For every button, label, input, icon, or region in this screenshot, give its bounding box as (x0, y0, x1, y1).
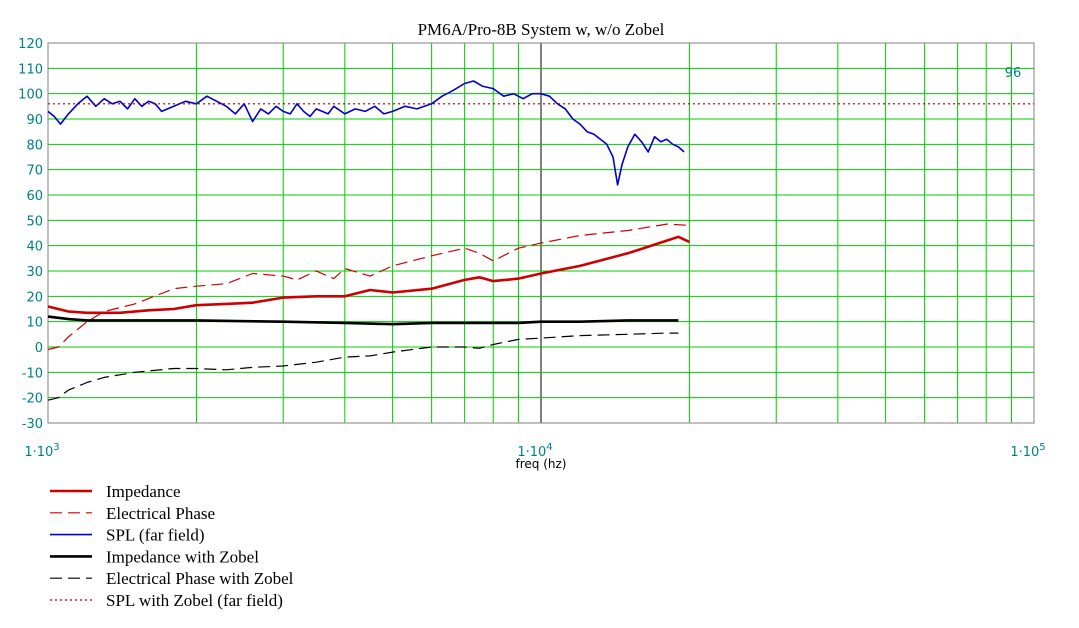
y-tick-label: 0 (35, 341, 43, 356)
x-tick-base: 1·10 (1010, 445, 1039, 460)
legend-label: SPL (far field) (106, 526, 205, 545)
x-tick-label: 1·105 (1010, 442, 1045, 460)
series-line-electrical-phase-with-zobel (47, 332, 679, 401)
x-tick-base: 1·10 (517, 445, 546, 460)
legend: Impedance Electrical Phase SPL (far field)… (50, 482, 294, 610)
x-tick-exponent: 3 (53, 442, 59, 453)
legend-label: Electrical Phase (106, 504, 215, 523)
y-axis-ticks: -30 -20 -10 0 10 20 30 40 50 60 70 80 90 100 110 120 (18, 37, 43, 432)
y-tick-label: 30 (26, 265, 43, 280)
x-tick-label: 1·104 (517, 442, 552, 460)
plot-frame (47, 42, 1035, 424)
x-axis-ticks: 1·103 1·104 1·105 (24, 442, 1045, 460)
y-tick-label: 120 (18, 37, 43, 52)
x-tick-label: 1·103 (24, 442, 59, 460)
legend-label: Electrical Phase with Zobel (106, 569, 294, 588)
x-tick-base: 1·10 (24, 445, 53, 460)
series-line-electrical-phase (47, 223, 690, 351)
y-tick-label: 90 (26, 113, 43, 128)
x-axis-label: freq (hz) (516, 457, 567, 471)
grid (48, 43, 1034, 423)
series-line-spl-far-field (47, 80, 685, 186)
legend-label: Impedance (106, 482, 181, 501)
series-line-impedance-with-zobel (47, 315, 679, 326)
reference-value-label: 96 (1005, 66, 1022, 81)
x-tick-exponent: 4 (546, 442, 552, 453)
x-tick-exponent: 5 (1039, 442, 1045, 453)
chart-title: PM6A/Pro-8B System w, w/o Zobel (418, 20, 665, 39)
y-tick-label: 100 (18, 88, 43, 103)
y-tick-label: 50 (26, 214, 43, 229)
legend-label: Impedance with Zobel (106, 547, 259, 566)
series-line-impedance (47, 235, 690, 315)
series-lines (47, 80, 1034, 401)
y-tick-label: 20 (26, 290, 43, 305)
y-tick-label: 40 (26, 240, 43, 255)
y-tick-label: 70 (26, 164, 43, 179)
y-tick-label: 60 (26, 189, 43, 204)
y-tick-label: -10 (22, 366, 43, 381)
y-tick-label: -30 (22, 417, 43, 432)
y-tick-label: 10 (26, 316, 43, 331)
legend-label: SPL with Zobel (far field) (106, 591, 283, 610)
y-tick-label: -20 (22, 392, 43, 407)
y-tick-label: 80 (26, 138, 43, 153)
y-tick-label: 110 (18, 62, 43, 77)
